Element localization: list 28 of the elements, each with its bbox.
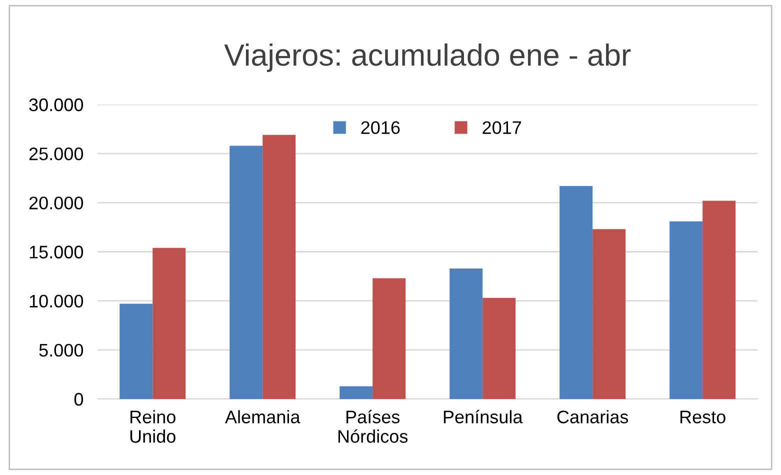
- y-tick-label: 10.000: [30, 294, 84, 308]
- x-tick-label: Resto: [680, 410, 726, 424]
- bar: [262, 134, 296, 399]
- bar: [592, 229, 626, 399]
- legend-label: 2016: [361, 121, 400, 134]
- y-tick-label: 0: [74, 392, 84, 406]
- y-tick-label: 15.000: [30, 246, 84, 258]
- bar: [560, 186, 593, 399]
- bar: [230, 146, 263, 399]
- bar: [152, 248, 186, 399]
- bar: [702, 200, 736, 399]
- y-tick-label: 20.000: [29, 196, 84, 210]
- bar: [670, 221, 703, 399]
- x-tick-label: Países Nórdicos: [338, 410, 408, 443]
- bar: [372, 278, 406, 399]
- bar: [340, 386, 373, 399]
- x-tick-label: Alemania: [225, 410, 300, 424]
- x-tick-label: Reino Unido: [130, 410, 176, 443]
- bar: [450, 268, 483, 399]
- bar: [120, 304, 153, 399]
- x-tick-label: Canarias: [557, 410, 628, 424]
- legend-label: 2017: [482, 121, 522, 134]
- y-tick-label: 30.000: [29, 98, 84, 112]
- y-tick-label: 25.000: [29, 148, 84, 160]
- chart-title: Viajeros: acumulado ene - abr: [224, 43, 631, 72]
- x-tick-label: Península: [444, 410, 523, 424]
- bar: [482, 298, 516, 399]
- y-tick-label: 5.000: [39, 344, 84, 357]
